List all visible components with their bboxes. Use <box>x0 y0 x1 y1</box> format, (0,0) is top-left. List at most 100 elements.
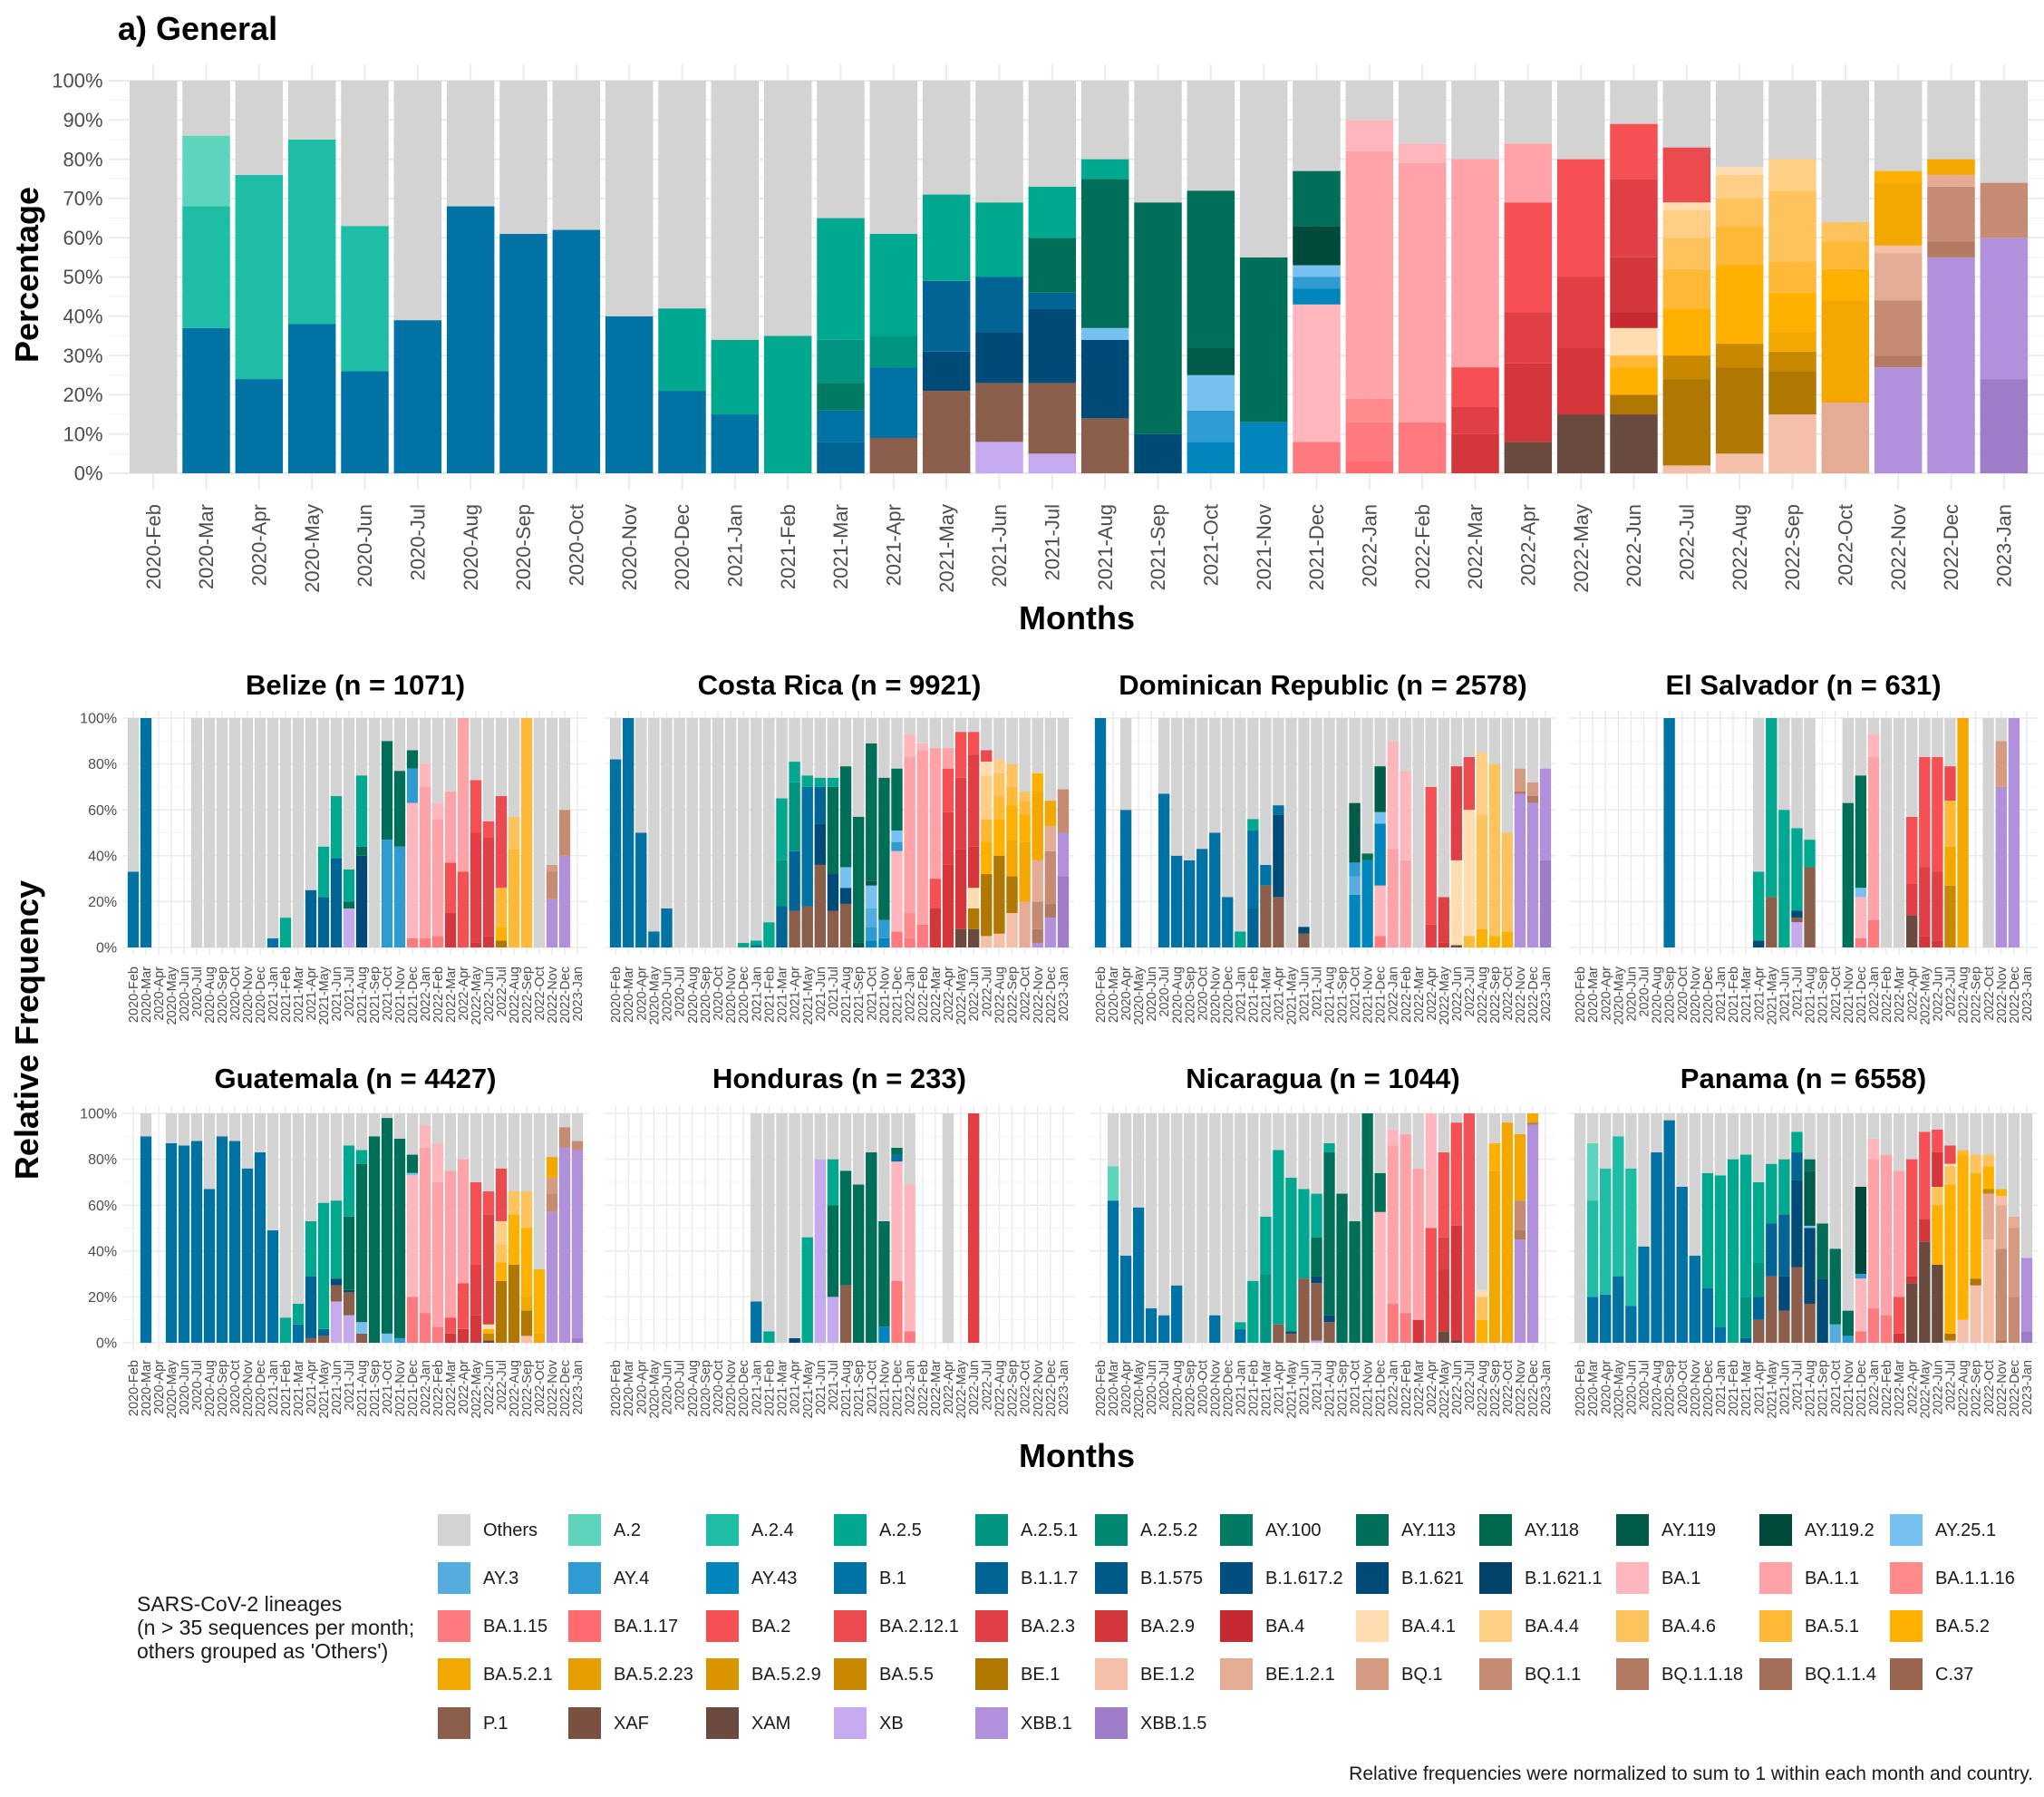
bar-segment-AY-113 <box>1374 1172 1386 1212</box>
x-tick-label: 2020-Apr <box>1119 1360 1134 1414</box>
bar-segment-BA-4-1 <box>1476 1289 1488 1297</box>
bar-segment-AY-113 <box>1842 802 1854 947</box>
bar-segment-others <box>1944 718 1956 767</box>
bar-segment-A-2-5 <box>1753 1181 1765 1263</box>
bar-segment-B-1-1-7 <box>1739 1337 1752 1343</box>
bar-segment-AY-113 <box>355 1163 368 1323</box>
bar-segment-others <box>1032 718 1043 773</box>
bar-segment-A-2-5 <box>763 1331 775 1343</box>
legend-swatch <box>1759 1658 1792 1690</box>
bar-segment-BA-2-9 <box>444 913 457 947</box>
x-tick-label: 2022-Mar <box>444 966 459 1023</box>
bar-segment-B-1 <box>1235 1328 1246 1343</box>
bar-segment-others <box>1398 81 1447 144</box>
bar-segment-XB <box>330 1301 343 1343</box>
legend-swatch <box>438 1610 470 1642</box>
x-tick-label: 2022-Jun <box>1623 504 1645 588</box>
x-tick-label: 2022-Feb <box>1400 1360 1414 1416</box>
bar-segment-B-1 <box>287 324 336 473</box>
bar-segment-XB <box>343 908 355 947</box>
bar-segment-BA-4-4 <box>1476 752 1488 815</box>
x-tick-label: 2021-Feb <box>279 966 294 1023</box>
x-tick-label: 2021-Jun <box>330 966 344 1021</box>
x-tick-label: 2023-Jan <box>2020 966 2035 1021</box>
legend-item: XBB.1.5 <box>1095 1707 1206 1739</box>
bar-segment-others <box>1273 718 1284 806</box>
bar-segment-P-1 <box>1766 897 1778 947</box>
bar-segment-BQ-1-1 <box>571 1141 584 1151</box>
bar-segment-BA-1 <box>1374 1211 1386 1343</box>
bar-segment-AY-43 <box>1361 860 1373 947</box>
bar-segment-AY-43 <box>866 940 877 947</box>
bar-segment-BA-1-15 <box>904 1331 915 1343</box>
bar-segment-BA-5-2 <box>1982 1166 1994 1190</box>
bar-segment-others <box>1919 718 1931 758</box>
bar-segment-B-1 <box>1273 805 1284 815</box>
y-tick-label: 50% <box>63 266 103 288</box>
x-tick-label: 2021-Nov <box>877 966 892 1024</box>
bar-segment-others <box>241 1113 254 1169</box>
bar-segment-BA-1 <box>419 763 431 787</box>
bar-segment-B-1 <box>1689 1255 1700 1343</box>
bar-segment-BA-2-9 <box>954 849 967 929</box>
bar-segment-A-2-5 <box>827 1159 839 1206</box>
bar-segment-others <box>763 1113 775 1332</box>
bar-segment-BQ-1-1-18 <box>1526 796 1539 803</box>
x-tick-label: 2021-Mar <box>1739 1360 1754 1416</box>
x-tick-label: 2022-Nov <box>1995 1359 2010 1417</box>
bar-segment-others <box>658 81 706 309</box>
bar-segment-P-1 <box>330 1285 343 1302</box>
x-tick-label: 2021-Dec <box>1305 504 1328 590</box>
panel-title: Dominican Republic (n = 2578) <box>1119 669 1526 701</box>
legend-swatch <box>1095 1562 1128 1594</box>
bar-segment-BE-1-2-1 <box>1821 403 1870 473</box>
x-tick-label: 2021-Sep <box>1816 966 1831 1024</box>
bar-segment-BA-2-3 <box>1425 924 1437 947</box>
bar-segment-BA-5-2-1 <box>1821 300 1870 403</box>
x-tick-label: 2021-Aug <box>1804 1360 1818 1417</box>
bar-segment-BA-1 <box>1345 120 1394 151</box>
x-tick-label: 2021-Jan <box>266 966 281 1021</box>
bar-segment-B-1 <box>182 327 230 473</box>
bar-segment-BA-5-2 <box>520 1228 533 1297</box>
legend-label: AY.4 <box>614 1569 649 1588</box>
bar-segment-BA-1 <box>1855 1278 1867 1332</box>
bar-segment-others <box>878 718 890 778</box>
bar-segment-BE-1-2 <box>1970 1285 1981 1343</box>
bar-segment-others <box>419 718 431 764</box>
bar-segment-others <box>552 81 601 230</box>
bar-segment-others <box>470 718 482 781</box>
bar-segment-BA-5-2-1 <box>1944 846 1956 886</box>
bar-segment-A-2-5 <box>305 1220 317 1277</box>
bar-segment-XBB-1-5 <box>1980 379 2029 473</box>
bar-segment-B-1-621 <box>1134 433 1182 473</box>
bar-segment-BA-2 <box>942 768 954 812</box>
x-tick-label: 2022-May <box>470 966 484 1025</box>
x-tick-label: 2022-Jan <box>1387 966 1401 1021</box>
bar-segment-BA-5-2-1 <box>533 1333 546 1343</box>
x-tick-label: 2021-Aug <box>1804 966 1818 1024</box>
bar-segment-others <box>801 1113 813 1238</box>
bar-segment-BQ-1-1 <box>546 1193 558 1212</box>
bar-segment-others <box>673 718 685 947</box>
x-tick-label: 2021-Jul <box>1311 966 1325 1017</box>
x-tick-label: 2021-Aug <box>839 1360 854 1417</box>
x-tick-label: 2021-Jun <box>1778 966 1792 1021</box>
bar-segment-B-1 <box>1209 832 1221 947</box>
bar-segment-others <box>381 1113 393 1119</box>
legend-swatch <box>1095 1610 1128 1642</box>
x-tick-label: 2021-May <box>1285 1359 1300 1418</box>
country-panel: Belize (n = 1071) 0% 20% 40% 60% 80% 100% 2020-… <box>80 669 588 1025</box>
bar-segment-others <box>1222 718 1234 898</box>
panels-y-axis-label: Relative Frequency <box>8 880 45 1180</box>
x-tick-label: 2020-Nov <box>241 966 256 1024</box>
bar-segment-others <box>1323 1113 1335 1143</box>
bar-segment-others <box>1906 1113 1918 1160</box>
bar-segment-BE-1 <box>1715 367 1764 454</box>
bar-segment-AY-43 <box>1374 823 1386 886</box>
bar-segment-others <box>317 718 330 847</box>
legend-item: BE.1.2 <box>1095 1658 1195 1690</box>
x-tick-label: 2021-Jan <box>1714 966 1729 1021</box>
x-tick-label: 2021-Aug <box>355 966 370 1024</box>
bar-segment-BA-5-1 <box>1715 226 1764 266</box>
